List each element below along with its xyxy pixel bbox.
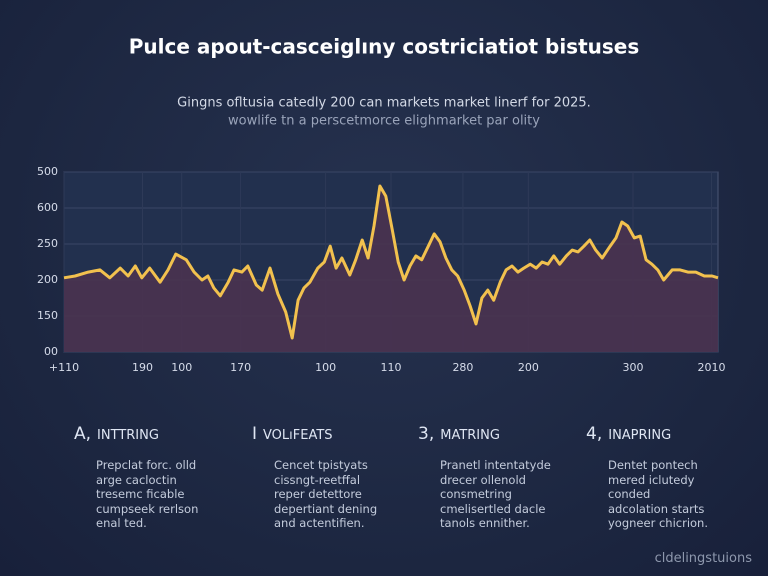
line: drecer ollenold bbox=[440, 472, 526, 487]
chart-title: Pulce apout-casceiglıny costriciatiot bi… bbox=[129, 35, 640, 59]
section: A, INTTRING Prepclat forc. olld arge caclo… bbox=[74, 424, 244, 531]
line bbox=[63, 184, 719, 340]
section-body: Dentet pontech mered iclutedy conded adcola… bbox=[608, 458, 756, 531]
x-tick-label: +110 bbox=[49, 361, 79, 374]
line: mered iclutedy bbox=[608, 472, 695, 487]
x-tick-label: 110 bbox=[381, 361, 402, 374]
y-tick-label: 00 bbox=[44, 345, 58, 358]
line: consmetring bbox=[440, 487, 512, 501]
line: enal ted. bbox=[96, 516, 147, 530]
line: conded bbox=[608, 487, 651, 501]
x-tick-label: 280 bbox=[452, 361, 473, 374]
section-heading: A, INTTRING bbox=[74, 424, 244, 444]
y-tick-label: 150 bbox=[37, 309, 58, 322]
section-heading: 4, INAPRING bbox=[586, 424, 756, 444]
section-heading: 3, MATRING bbox=[418, 424, 588, 444]
line: tanols ennither. bbox=[440, 516, 530, 530]
section-title: INTTRING bbox=[97, 428, 159, 443]
line: and actentifien. bbox=[274, 516, 365, 530]
line: Pranetl intentatyde bbox=[440, 458, 551, 472]
section: 3, MATRING Pranetl intentatyde drecer olle… bbox=[418, 424, 588, 531]
section-number: 4, bbox=[586, 424, 603, 444]
section-heading: I VOLıFEATS bbox=[252, 424, 422, 444]
x-tick-label: 190 bbox=[132, 361, 153, 374]
x-tick-label: 100 bbox=[315, 361, 336, 374]
section-number: A, bbox=[74, 424, 92, 444]
line: tresemc ficable bbox=[96, 487, 185, 501]
line: cmelisertled dacle bbox=[440, 501, 546, 516]
line: cissngt-reetffal bbox=[274, 472, 361, 487]
line: yogneer chicrion. bbox=[608, 516, 708, 530]
x-tick-label: 300 bbox=[622, 361, 643, 374]
section-number: I bbox=[252, 424, 258, 444]
x-tick-label: 2010 bbox=[697, 361, 725, 374]
section-body: Cencet tpistyats cissngt-reetffal reper de… bbox=[274, 458, 422, 531]
line: adcolation starts bbox=[608, 501, 705, 516]
line: Prepclat forc. olld bbox=[96, 458, 197, 472]
x-tick-label: 170 bbox=[230, 361, 251, 374]
subtitle: wowlife tn a perscetmorce elighmarket pa… bbox=[228, 114, 540, 129]
y-tick-label: 200 bbox=[37, 273, 58, 286]
line: Dentet pontech bbox=[608, 458, 698, 472]
section-body: Prepclat forc. olld arge cacloctin tresemc… bbox=[96, 458, 244, 531]
section: I VOLıFEATS Cencet tpistyats cissngt-reetf… bbox=[252, 424, 422, 531]
y-tick-label: 500 bbox=[37, 165, 58, 178]
line: depertiant dening bbox=[274, 501, 378, 516]
section-body: Pranetl intentatyde drecer ollenold consme… bbox=[440, 458, 588, 531]
section-title: MATRING bbox=[440, 428, 500, 443]
y-tick-label: 250 bbox=[37, 237, 58, 250]
line: arge cacloctin bbox=[96, 472, 177, 487]
section: 4, INAPRING Dentet pontech mered iclutedy c… bbox=[586, 424, 756, 531]
y-tick-label: 600 bbox=[37, 201, 58, 214]
section-title: INAPRING bbox=[608, 428, 672, 443]
line: Cencet tpistyats bbox=[274, 458, 368, 472]
line: cumpseek rerlson bbox=[96, 501, 199, 516]
x-tick-label: 200 bbox=[518, 361, 539, 374]
section-number: 3, bbox=[418, 424, 435, 444]
section-title: VOLıFEATS bbox=[263, 428, 333, 443]
area-fill bbox=[64, 186, 718, 352]
x-tick-label: 100 bbox=[171, 361, 192, 374]
subtitle: Gingns ofltusia catedly 200 can markets … bbox=[177, 96, 591, 111]
watermark: cldelingstuions bbox=[654, 551, 752, 566]
line: reper detettore bbox=[274, 487, 362, 501]
